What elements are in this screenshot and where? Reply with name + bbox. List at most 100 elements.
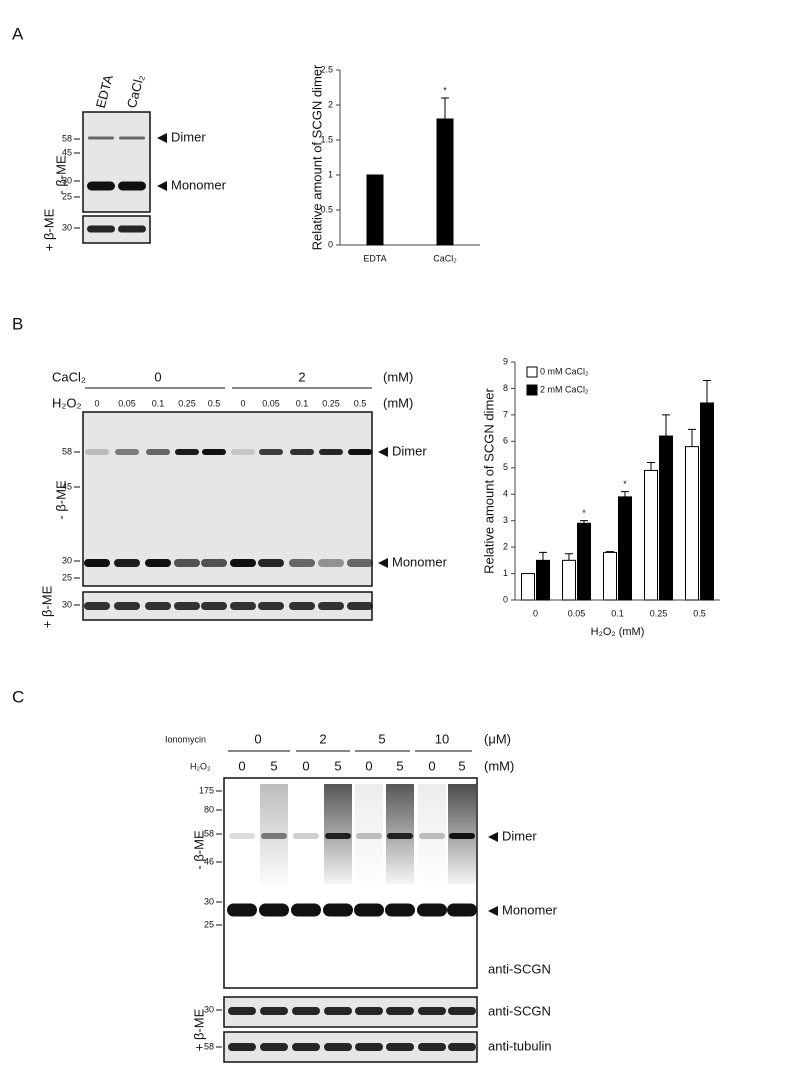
rotated-label: Relative amount of SCGN dimer (309, 64, 324, 250)
band-label: Dimer (502, 828, 537, 843)
blot-membrane (82, 411, 373, 587)
band (115, 449, 139, 455)
band (259, 449, 283, 455)
marker-label: 25 (204, 919, 214, 929)
marker-label: 30 (62, 599, 72, 609)
band (355, 1043, 383, 1051)
y-tick-label: 1.5 (320, 134, 333, 144)
bar (618, 496, 632, 601)
y-tick-label: 4 (503, 489, 508, 499)
label: (mM) (383, 369, 413, 384)
lane-label: CaCl₂ (124, 73, 147, 110)
significance: * (582, 508, 586, 518)
y-tick-label: 6 (503, 436, 508, 446)
legend-swatch (526, 384, 538, 396)
band-label: Dimer (171, 129, 206, 144)
error-bar (647, 461, 655, 471)
band (325, 833, 351, 839)
band (292, 1007, 320, 1015)
x-tick-label: EDTA (363, 253, 386, 263)
x-tick-label: CaCl₂ (433, 253, 457, 263)
band (259, 903, 289, 917)
marker-label: 80 (204, 804, 214, 814)
y-tick-label: 1 (328, 169, 333, 179)
arrow (488, 906, 498, 916)
lane-label: 0 (240, 398, 245, 408)
y-tick-label: 3 (503, 515, 508, 525)
x-tick-label: 0 (533, 608, 538, 618)
smear (418, 784, 446, 884)
y-tick-label: 7 (503, 409, 508, 419)
band (228, 1007, 256, 1015)
band (145, 602, 171, 610)
bar (644, 469, 658, 601)
marker-label: 58 (62, 446, 72, 456)
lane-label: 5 (396, 758, 403, 773)
lane-label: EDTA (93, 73, 116, 110)
band (145, 559, 171, 567)
marker-label: 25 (62, 191, 72, 201)
band (448, 1043, 476, 1051)
band (85, 449, 109, 455)
lane-label: 0.1 (152, 398, 165, 408)
lane-label: 0.25 (322, 398, 340, 408)
lane-label: 0.05 (118, 398, 136, 408)
band (228, 1043, 256, 1051)
y-tick-label: 0 (503, 594, 508, 604)
bar (700, 402, 714, 601)
error-bar (688, 428, 696, 447)
error-bar (606, 551, 614, 553)
label: CaCl₂ (52, 369, 86, 384)
band (386, 1007, 414, 1015)
band (355, 1007, 383, 1015)
lane-label: 0.1 (296, 398, 309, 408)
x-tick-label: 0.25 (650, 608, 668, 618)
band (354, 903, 384, 917)
band (229, 833, 255, 839)
marker-label: 30 (204, 896, 214, 906)
arrow (488, 832, 498, 842)
band (118, 225, 146, 233)
marker-label: 58 (62, 133, 72, 143)
marker-label: 45 (62, 481, 72, 491)
band-label: Dimer (392, 443, 427, 458)
band (318, 559, 344, 567)
rotated-label: + β-ME (191, 1008, 206, 1051)
band (202, 449, 226, 455)
band (447, 903, 477, 917)
marker-label: 30 (62, 175, 72, 185)
bar (436, 118, 454, 246)
lane-label: 0 (302, 758, 309, 773)
y-tick-label: 5 (503, 462, 508, 472)
x-tick-label: 0.1 (611, 608, 624, 618)
y-tick-label: 8 (503, 383, 508, 393)
band (258, 602, 284, 610)
antibody-label: anti-SCGN (488, 1003, 551, 1018)
lane-label: 0.25 (178, 398, 196, 408)
x-tick-label: 0.5 (693, 608, 706, 618)
band (418, 1007, 446, 1015)
label: (mM) (484, 758, 514, 773)
band (289, 559, 315, 567)
bar (659, 435, 673, 601)
band-label: Monomer (392, 554, 448, 569)
band (87, 181, 115, 191)
bar (536, 559, 550, 601)
lane-label: 0.05 (262, 398, 280, 408)
lane-label: 5 (458, 758, 465, 773)
marker-label: 30 (62, 222, 72, 232)
band (230, 559, 256, 567)
y-tick-label: 9 (503, 356, 508, 366)
band (84, 559, 110, 567)
band (347, 559, 373, 567)
y-tick-label: 2 (503, 541, 508, 551)
significance: * (443, 85, 447, 95)
band (87, 225, 115, 233)
error-bar (539, 551, 547, 561)
arrow (157, 181, 167, 191)
bar (577, 522, 591, 601)
marker-label: 30 (62, 555, 72, 565)
marker-label: 58 (204, 1041, 214, 1051)
marker-label: 25 (62, 572, 72, 582)
lane-label: 0 (428, 758, 435, 773)
